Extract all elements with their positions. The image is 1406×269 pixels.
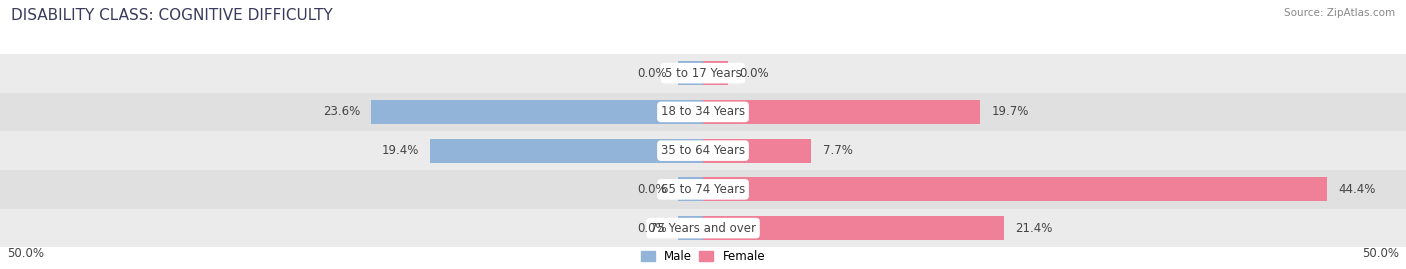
Text: 21.4%: 21.4% [1015,222,1053,235]
Text: 0.0%: 0.0% [637,67,666,80]
Text: 23.6%: 23.6% [323,105,360,118]
Text: 44.4%: 44.4% [1339,183,1376,196]
Text: 50.0%: 50.0% [1362,247,1399,260]
Bar [678,61,703,85]
Bar [0,93,1406,131]
Text: DISABILITY CLASS: COGNITIVE DIFFICULTY: DISABILITY CLASS: COGNITIVE DIFFICULTY [11,8,333,23]
Bar [678,177,703,201]
Text: 0.0%: 0.0% [637,183,666,196]
Text: 0.0%: 0.0% [740,67,769,80]
Bar [703,61,728,85]
Legend: Male, Female: Male, Female [641,250,765,263]
Text: 65 to 74 Years: 65 to 74 Years [661,183,745,196]
Bar [703,139,811,163]
Bar [703,100,980,124]
Text: 50.0%: 50.0% [7,247,44,260]
Text: 7.7%: 7.7% [823,144,852,157]
Bar [0,54,1406,93]
Text: 19.7%: 19.7% [991,105,1029,118]
Text: 5 to 17 Years: 5 to 17 Years [665,67,741,80]
Bar [0,170,1406,209]
Text: 35 to 64 Years: 35 to 64 Years [661,144,745,157]
Bar [703,216,1004,240]
Bar [0,131,1406,170]
Text: 19.4%: 19.4% [381,144,419,157]
Bar [678,216,703,240]
Bar [703,177,1327,201]
Text: Source: ZipAtlas.com: Source: ZipAtlas.com [1284,8,1395,18]
Bar [371,100,703,124]
Text: 75 Years and over: 75 Years and over [650,222,756,235]
Text: 18 to 34 Years: 18 to 34 Years [661,105,745,118]
Text: 0.0%: 0.0% [637,222,666,235]
Bar [0,209,1406,247]
Bar [430,139,703,163]
